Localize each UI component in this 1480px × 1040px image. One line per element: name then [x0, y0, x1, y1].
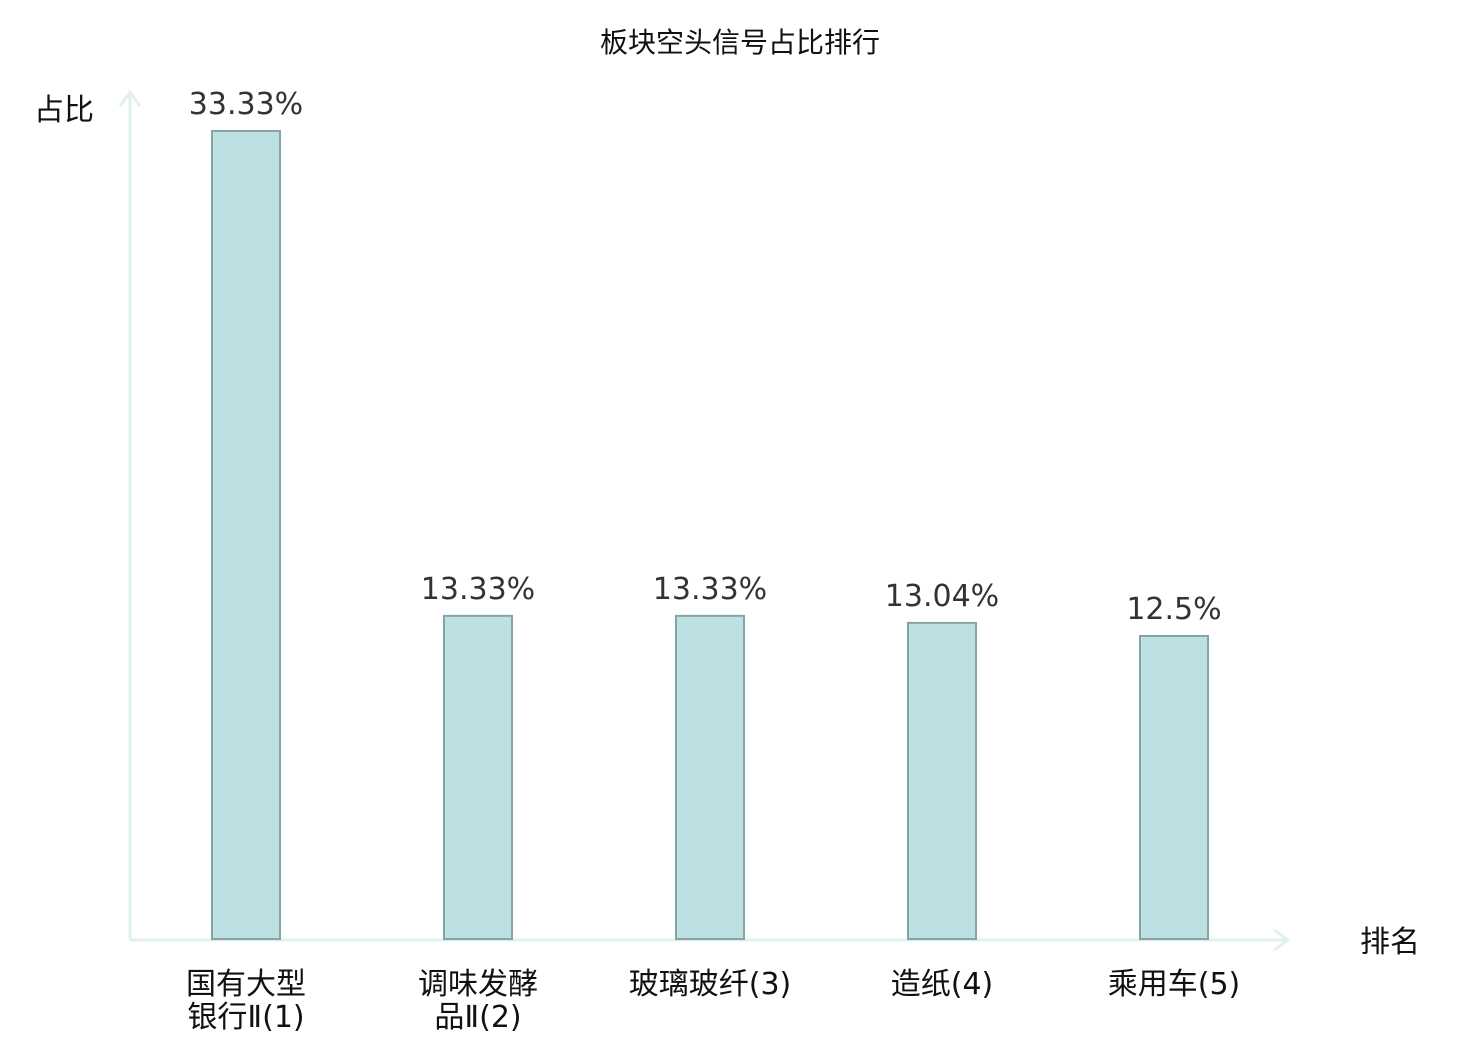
- value-label-5: 12.5%: [1126, 592, 1221, 627]
- category-label-line: 国有大型: [186, 967, 306, 1002]
- category-labels: 国有大型银行Ⅱ(1) 调味发酵品Ⅱ(2) 玻璃玻纤(3) 造纸(4) 乘用车(5): [186, 967, 1240, 1035]
- y-axis-label: 占比: [34, 93, 94, 128]
- category-label-line: 玻璃玻纤(3): [629, 967, 792, 1002]
- category-label-2: 调味发酵品Ⅱ(2): [418, 967, 538, 1035]
- category-label-line: 银行Ⅱ(1): [187, 1000, 304, 1035]
- category-label-line: 乘用车(5): [1108, 967, 1241, 1002]
- chart-title: 板块空头信号占比排行: [600, 26, 880, 59]
- bar-5: [1139, 634, 1209, 941]
- bar-3: [675, 614, 745, 941]
- value-label-3: 13.33%: [653, 572, 767, 607]
- category-label-4: 造纸(4): [891, 967, 994, 1002]
- bar-4: [907, 621, 977, 940]
- bars: [211, 130, 1209, 941]
- value-label-1: 33.33%: [189, 87, 303, 122]
- x-axis-label: 排名: [1360, 925, 1420, 960]
- y-axis-arrow-icon: [118, 89, 142, 107]
- category-label-line: 品Ⅱ(2): [434, 1000, 521, 1035]
- category-label-line: 调味发酵: [418, 967, 538, 1002]
- category-label-5: 乘用车(5): [1108, 967, 1241, 1002]
- value-label-2: 13.33%: [421, 572, 535, 607]
- bar-1: [211, 130, 281, 940]
- x-axis-arrow-icon: [1273, 928, 1291, 952]
- category-label-1: 国有大型银行Ⅱ(1): [186, 967, 306, 1035]
- value-labels: 33.33% 13.33% 13.33% 13.04% 12.5%: [189, 87, 1222, 627]
- category-label-3: 玻璃玻纤(3): [629, 967, 792, 1002]
- bar-2: [443, 614, 513, 941]
- value-label-4: 13.04%: [885, 579, 999, 614]
- category-label-line: 造纸(4): [891, 967, 994, 1002]
